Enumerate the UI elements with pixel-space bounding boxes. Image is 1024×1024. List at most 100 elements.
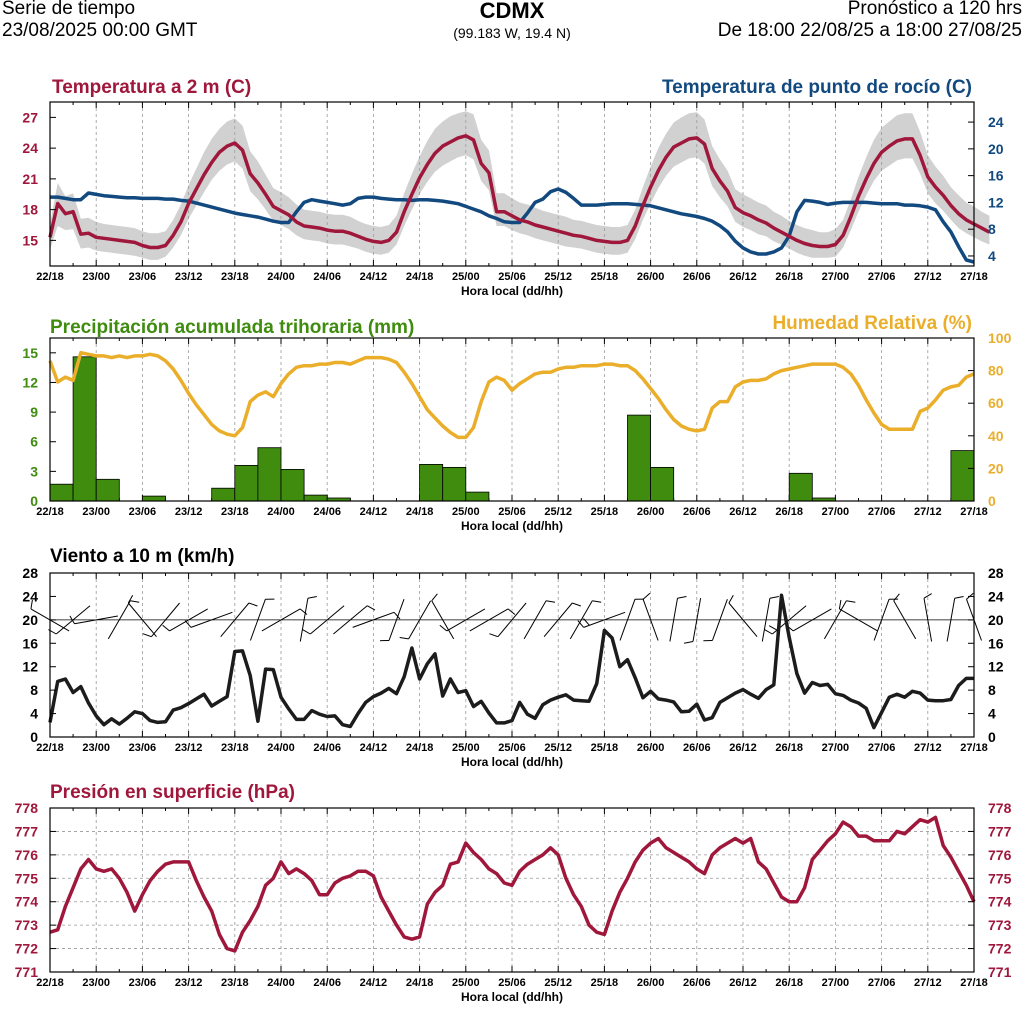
wind-barb-feather [954,596,964,599]
wind-barb-feather [302,629,311,635]
x-tick-label: 23/18 [221,271,249,283]
wind-barb [761,598,771,642]
wind-barb-feather [507,608,516,615]
temperature-y-tick-label: 15 [22,232,38,248]
plot-frame [49,807,975,973]
x-axis-label: Hora local (dd/hh) [461,755,563,769]
wind-y-left-tick-label: 4 [30,706,38,722]
precip-bar [257,447,282,502]
precip-y-tick-label: 0 [30,493,38,509]
wind-y-left-tick-label: 28 [22,565,38,581]
dewpoint-title: Temperatura de punto de rocío (C) [662,77,972,98]
wind-barb-feather [684,641,694,644]
wind-barb [74,615,118,625]
pressure-y-right-tick-label: 776 [988,847,1012,863]
x-tick-label: 25/00 [452,271,480,283]
wind-barb-feather [127,594,134,604]
wind-barb [431,600,455,640]
run-datetime: 23/08/2025 00:00 GMT [2,20,198,41]
wind-y-left-tick-label: 16 [22,635,38,651]
x-tick-label: 23/18 [221,506,249,518]
x-axis-label: Hora local (dd/hh) [461,990,563,1004]
humidity-line [48,350,975,440]
wind-barb [873,599,890,641]
x-tick-label: 25/12 [544,271,572,283]
precip-bar [141,495,166,502]
wind-y-left-tick-label: 24 [22,588,38,604]
wind-barb-feather [768,625,778,631]
humidity-y-tick-label: 100 [988,330,1012,346]
precip-bar [788,472,813,502]
pressure-y-right-tick-label: 771 [988,964,1012,980]
header-right: Pronóstico a 120 hrs De 18:00 22/08/25 a… [718,0,1022,42]
wind-barb [692,598,702,642]
x-tick-label: 24/06 [313,977,341,989]
x-tick-label: 27/06 [868,271,896,283]
x-tick-label: 26/00 [637,742,665,754]
x-tick-label: 27/12 [914,271,942,283]
wind-barb [946,598,956,642]
x-tick-label: 25/18 [591,742,619,754]
pressure-y-left-tick-label: 778 [15,800,39,816]
x-tick-label: 26/06 [683,977,711,989]
pressure-y-right-tick-label: 773 [988,917,1012,933]
wind-barb-feather [399,637,409,640]
wind-barb-feather [69,615,75,624]
wind-barb [333,605,368,635]
wind-barb [669,598,678,642]
wind-barb [792,608,832,632]
wind-barb [543,602,573,638]
wind-barb [127,602,157,638]
x-tick-label: 24/00 [267,271,295,283]
wind-barb-feather [142,633,152,638]
wind-barb-feather [489,633,499,638]
precip-bar [95,478,120,502]
temperature-y-tick-label: 21 [22,171,38,187]
x-tick-label: 27/18 [960,271,988,283]
pressure-line [49,815,976,953]
x-tick-label: 26/06 [683,506,711,518]
wind-barb [190,611,233,628]
wind-barb [583,611,626,628]
precip-bar [234,464,259,502]
dewpoint-line [50,187,975,264]
x-tick-label: 26/18 [775,977,803,989]
header-left: Serie de tiempo 23/08/2025 00:00 GMT [2,0,197,42]
wind-barb-feather [893,593,900,602]
wind-barb [469,608,509,632]
wind-y-right-tick-label: 12 [988,659,1004,675]
dewpoint-y-tick-label: 16 [988,168,1004,184]
x-tick-label: 25/00 [452,506,480,518]
wind-barb [711,599,728,641]
x-tick-label: 25/00 [452,742,480,754]
precip-bar [627,414,652,502]
x-tick-label: 27/12 [914,742,942,754]
x-tick-label: 24/18 [406,977,434,989]
x-tick-label: 26/18 [775,742,803,754]
humidity-y-tick-label: 0 [988,493,996,509]
x-tick-label: 26/18 [775,271,803,283]
wind-barb [309,605,345,635]
wind-barb [446,608,486,632]
x-tick-label: 27/12 [914,506,942,518]
forecast-range-label: Pronóstico a 120 hrs [847,0,1022,19]
humidity-y-tick-label: 60 [988,395,1004,411]
series-label: Serie de tiempo [2,0,136,19]
wind-barb-feather [583,618,590,626]
wind-barb-feather [184,620,192,628]
x-tick-label: 25/12 [544,742,572,754]
wind-y-left-tick-label: 12 [22,659,38,675]
x-tick-label: 26/12 [729,271,757,283]
precip-title: Precipitación acumulada trihoraria (mm) [50,317,414,338]
wind-barb [388,599,405,641]
humidity-title: Humedad Relativa (%) [772,313,972,334]
wind-barb-feather [307,596,317,599]
humidity-y-tick-label: 80 [988,363,1004,379]
precip-y-tick-label: 9 [30,404,38,420]
temperature-spread-band [50,111,990,260]
x-tick-label: 27/06 [868,977,896,989]
wind-barb [569,600,593,640]
dewpoint-y-tick-label: 20 [988,141,1004,157]
x-tick-label: 24/12 [360,742,388,754]
x-tick-label: 26/12 [729,506,757,518]
